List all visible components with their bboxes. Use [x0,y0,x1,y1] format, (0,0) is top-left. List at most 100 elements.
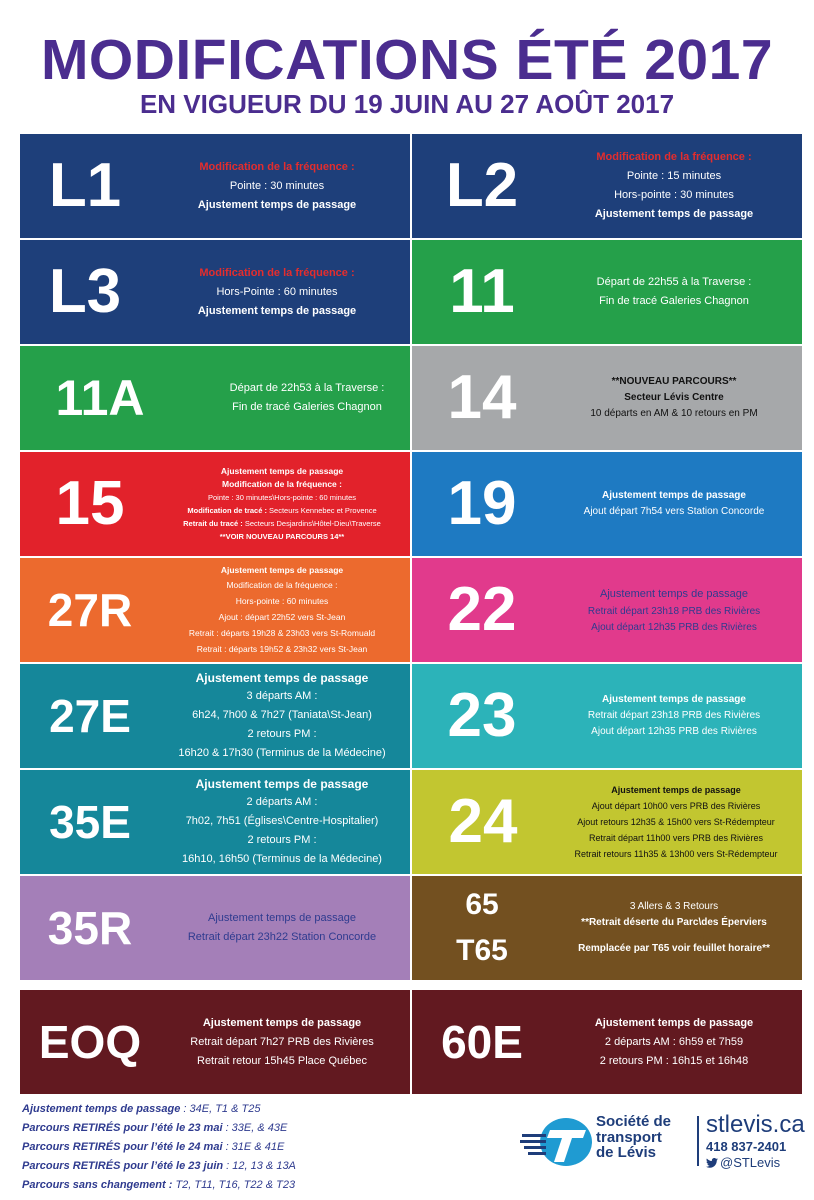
route-info-line: Ajustement temps de passage [602,694,746,705]
footer-note-label: Parcours sans changement : [22,1179,173,1191]
route-info-line: 3 Allers & 3 Retours [629,901,719,912]
route-info-line: Fin de tracé Galeries Chagnon [599,295,749,307]
route-info-line: 3 départs AM : [246,690,318,702]
route-info-line: **VOIR NOUVEAU PARCOURS 14** [219,532,345,541]
route-info-line: Modification de la fréquence : [226,579,338,590]
stl-phone: 418 837-2401 [706,1139,787,1154]
stl-logo-divider [697,1116,699,1166]
stl-logo-org-line: transport [596,1128,662,1146]
route-number: 27E [49,690,131,742]
footer-note-text: : 31E & 41E [222,1141,285,1153]
twitter-bird-icon [706,1157,718,1168]
route-number: 19 [447,469,517,538]
route-info-line: Modification de la fréquence : [222,479,342,489]
route-info-line: Ajustement temps de passage [195,777,369,791]
route-info-line: 2 départs AM : [246,796,318,808]
route-card-65: 65 T65 3 Allers & 3 Retours **Retrait dé… [412,876,802,980]
footer-note-text: : 34E, T1 & T25 [180,1103,261,1115]
route-info-line: Ajustement temps de passage [197,198,357,211]
route-card-27r: 27R Ajustement temps de passage Modifica… [20,558,410,662]
route-card-23: 23 Ajustement temps de passage Retrait d… [412,664,802,768]
route-info-line: Modification de la fréquence : [199,266,355,279]
route-card-l1: L1 Modification de la fréquence : Pointe… [20,134,410,238]
route-info-text: Secteurs Kennebec et Provence [266,506,377,515]
route-card-l2: L2 Modification de la fréquence : Pointe… [412,134,802,238]
footer-note-label: Parcours RETIRÉS pour l’été le 23 juin [22,1160,224,1172]
route-card-eoq: EOQ Ajustement temps de passage Retrait … [20,990,410,1094]
route-info-line: 7h02, 7h51 (Églises\Centre-Hospitalier) [185,815,379,827]
route-card-14: 14 **NOUVEAU PARCOURS** Secteur Lévis Ce… [412,346,802,450]
footer-note-label: Ajustement temps de passage [22,1103,181,1115]
route-card-27e: 27E Ajustement temps de passage 3 départ… [20,664,410,768]
route-info-line: Ajustement temps de passage [208,912,356,924]
footer-note: Parcours RETIRÉS pour l’été le 24 mai : … [22,1138,492,1157]
route-card-35r: 35R Ajustement temps de passage Retrait … [20,876,410,980]
route-number: 11A [55,370,145,426]
stl-logo-mark-icon [520,1118,592,1166]
route-number: 11 [449,257,515,326]
footer-note: Parcours RETIRÉS pour l’été le 23 juin :… [22,1157,492,1176]
route-card-l3: L3 Modification de la fréquence : Hors-P… [20,240,410,344]
footer-note: Ajustement temps de passage : 34E, T1 & … [22,1100,492,1119]
stl-logo-org-name: Société de transport de Lévis [596,1114,671,1161]
route-info-label: Modification de tracé : [187,506,267,515]
route-info-line: Modification de tracé : Secteurs Kennebe… [187,504,376,517]
route-info-line: Pointe : 30 minutes\Hors-pointe : 60 min… [208,493,356,502]
route-info-line: Départ de 22h53 à la Traverse : [229,382,385,394]
footer-note-label: Parcours RETIRÉS pour l’été le 23 mai [22,1122,223,1134]
route-info-line: Fin de tracé Galeries Chagnon [232,401,382,413]
route-info-label: Retrait du tracé : [183,519,243,528]
route-number: 35E [49,796,131,848]
route-info-line: 10 départs en AM & 10 retours en PM [590,408,758,419]
footer-note-text: : 12, 13 & 13A [223,1160,296,1172]
route-info-line: Ajustement temps de passage [195,671,369,685]
stl-logo: Société de transport de Lévis stlevis.ca… [520,1112,805,1176]
route-number: 65 [465,888,499,921]
route-info-line: 2 retours PM : [247,728,317,740]
footer-note-text: : 33E, & 43E [222,1122,288,1134]
route-info-line: Pointe : 30 minutes [229,179,325,192]
stl-twitter: @STLevis [706,1155,780,1170]
route-info-line: Ajout départ 7h54 vers Station Concorde [583,506,765,517]
route-info-line: Ajustement temps de passage [220,466,344,476]
route-number: 22 [447,575,517,644]
route-number-group: 65 T65 [412,882,552,974]
route-number: 23 [447,681,517,750]
route-info-line: 2 départs AM : 6h59 et 7h59 [604,1035,744,1048]
route-info-line: Retrait : départs 19h28 & 23h03 vers St-… [188,627,376,638]
route-info-line: Ajout retours 12h35 & 15h00 vers St-Réde… [577,817,775,827]
route-info-line: Secteur Lévis Centre [624,392,724,403]
footer-note-text: T2, T11, T16, T22 & T23 [172,1179,296,1191]
route-info-line: 16h20 & 17h30 (Terminus de la Médecine) [178,747,386,759]
route-info-line: Ajustement temps de passage [611,785,741,795]
route-number: 14 [447,363,517,432]
route-info-text: Secteurs Desjardins\Hôtel-Dieu\Traverse [242,519,381,528]
route-info-line: **Retrait déserte du Parc\des Éperviers [581,917,767,928]
route-info-line: Départ de 22h55 à la Traverse : [596,276,752,288]
route-info-line: Retrait départ 11h00 vers PRB des Rivièr… [589,833,763,843]
footer-note: Parcours sans changement : T2, T11, T16,… [22,1176,492,1195]
route-number: 15 [55,469,125,538]
footer-notes: Ajustement temps de passage : 34E, T1 & … [22,1100,492,1195]
route-info-line: Retrait : départs 19h52 & 23h32 vers St-… [196,643,368,654]
route-info-line: 2 retours PM : [247,834,317,846]
route-info-line: Ajout : départ 22h52 vers St-Jean [218,611,346,622]
route-info-line: Retrait retour 15h45 Place Québec [197,1054,367,1067]
route-info-line: Ajout départ 12h35 PRB des Rivières [591,621,757,633]
stl-twitter-handle: @STLevis [720,1155,781,1170]
route-card-19: 19 Ajustement temps de passage Ajout dép… [412,452,802,556]
route-number: L3 [48,257,122,326]
route-info-line: Modification de la fréquence : [199,160,355,173]
route-info-line: Ajustement temps de passage [600,587,748,600]
route-number: 24 [448,787,518,856]
route-card-22: 22 Ajustement temps de passage Retrait d… [412,558,802,662]
footer-note-label: Parcours RETIRÉS pour l’été le 24 mai [22,1141,223,1153]
route-number-secondary: T65 [456,934,508,967]
route-info-line: 2 retours PM : 16h15 et 16h48 [599,1054,749,1067]
route-info-line: Retrait du tracé : Secteurs Desjardins\H… [183,517,381,530]
route-info-line: 16h10, 16h50 (Terminus de la Médecine) [182,853,382,865]
page-subtitle: EN VIGUEUR DU 19 JUIN AU 27 AOÛT 2017 [139,89,675,119]
route-card-15: 15 Ajustement temps de passage Modificat… [20,452,410,556]
route-number: 35R [47,902,133,954]
route-info-line: Remplacée par T65 voir feuillet horaire*… [578,943,770,954]
